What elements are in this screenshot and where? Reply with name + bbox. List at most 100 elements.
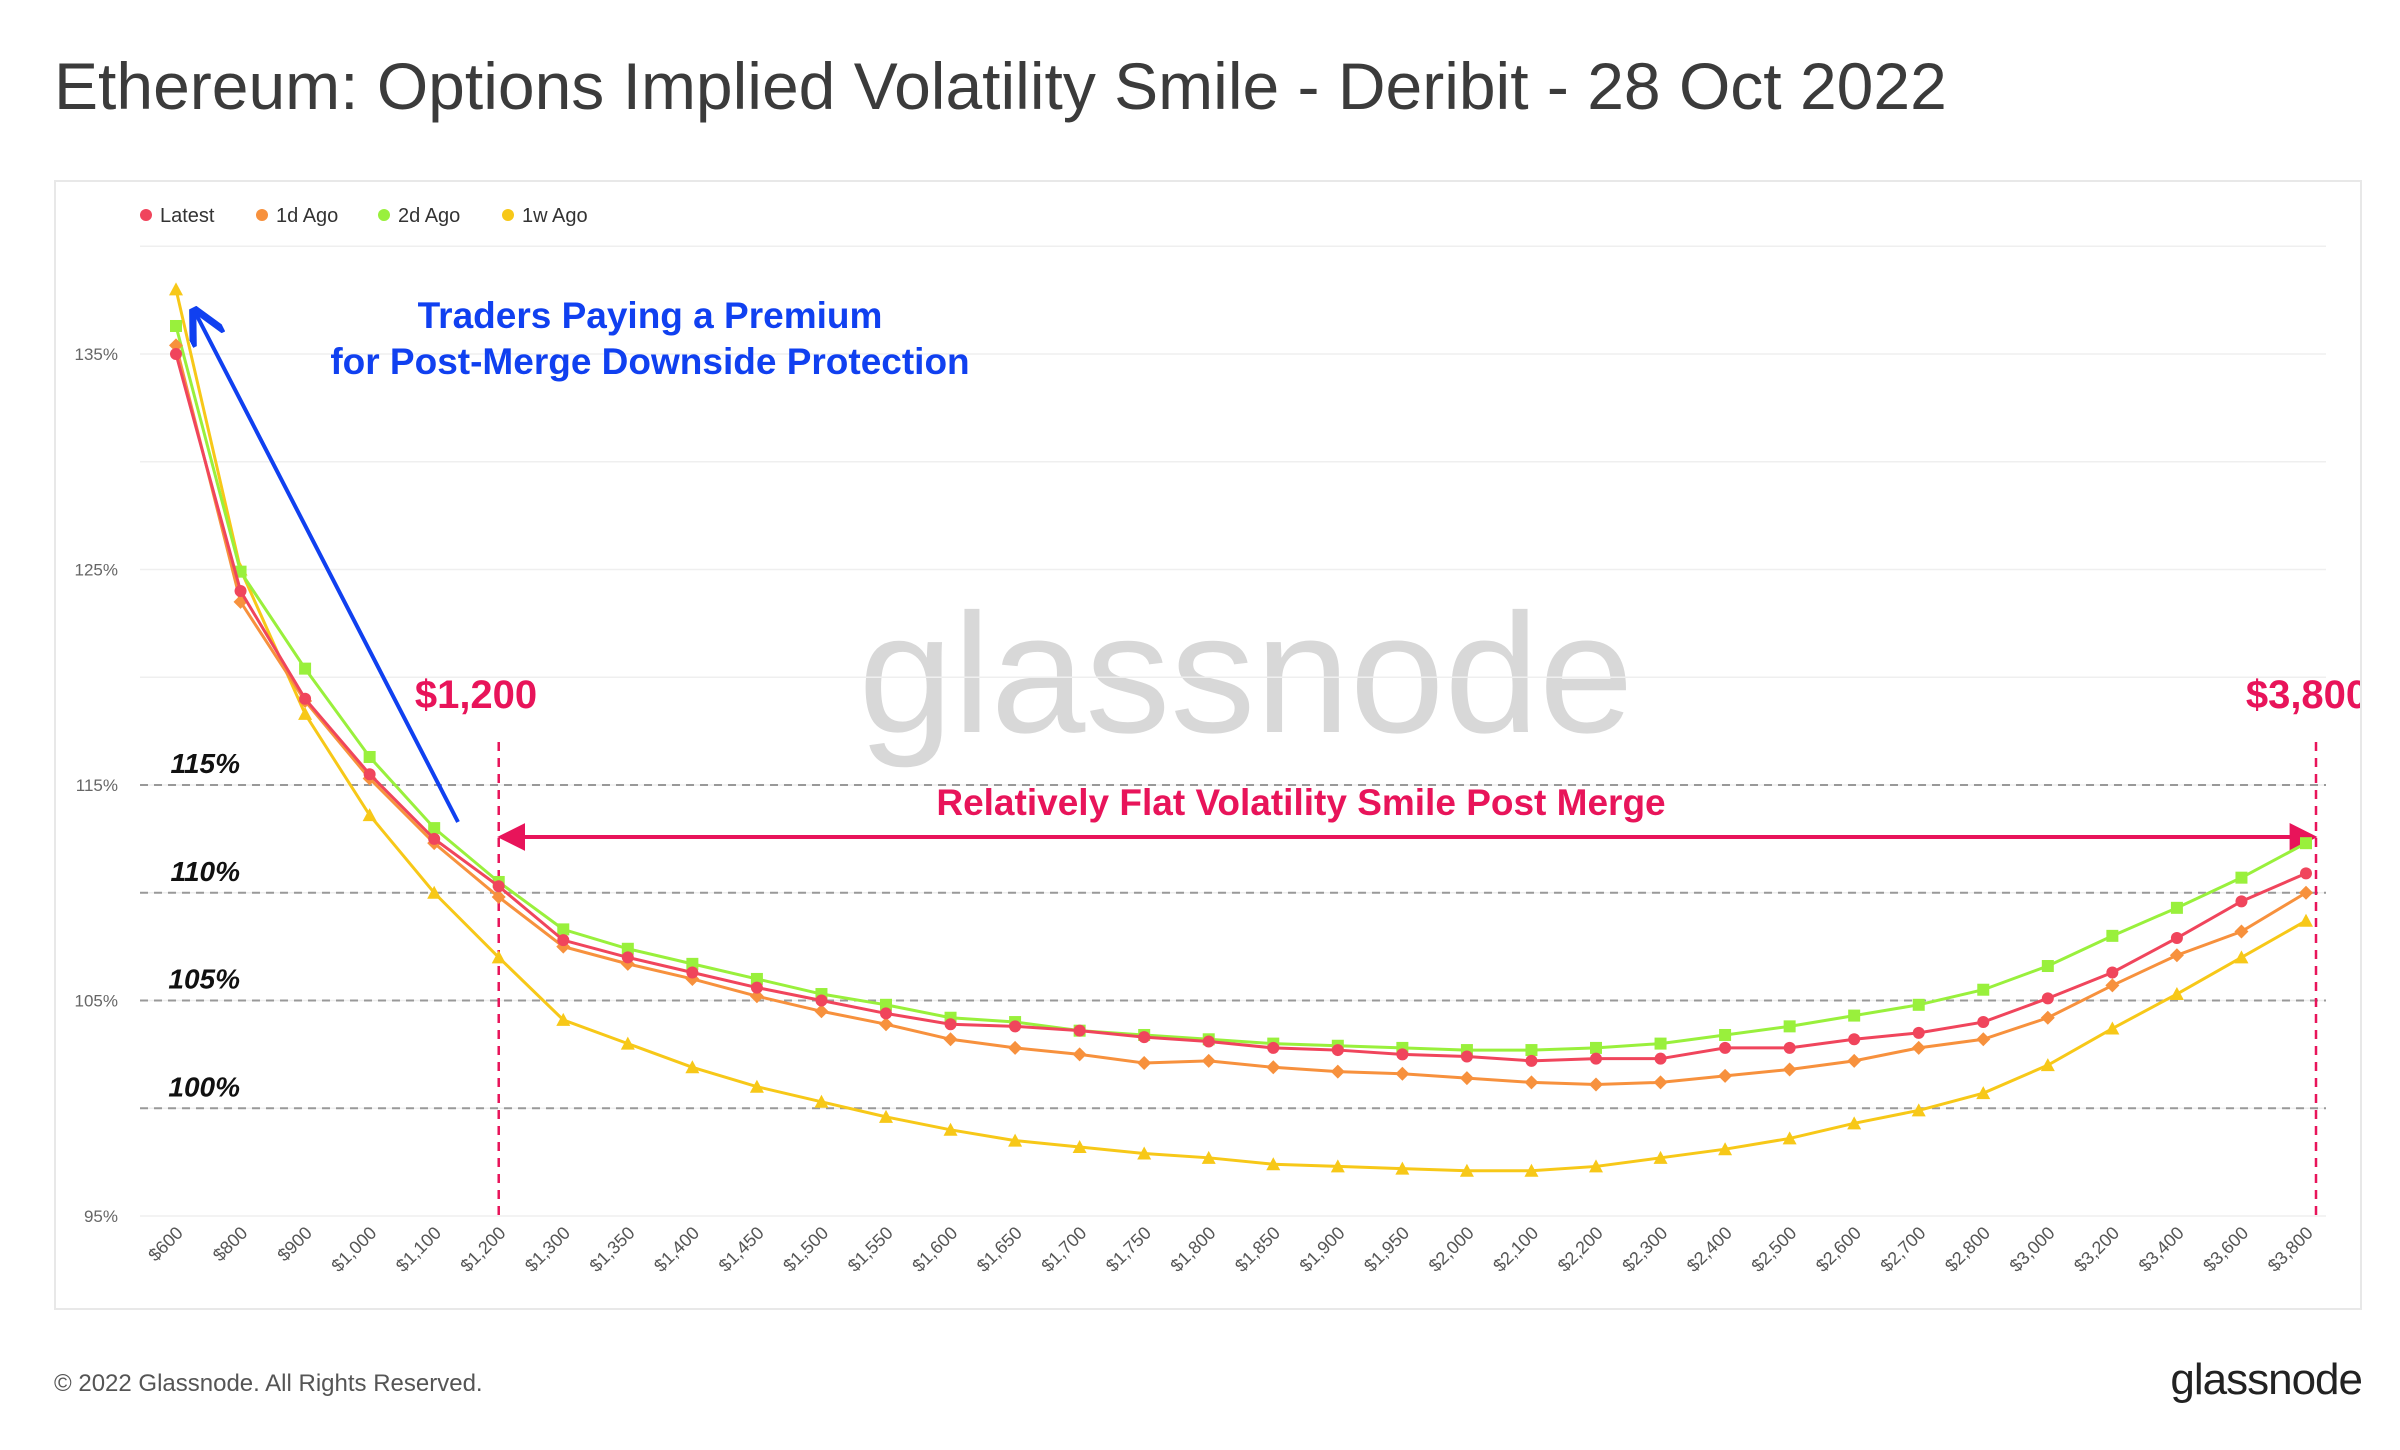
data-point: [879, 1017, 893, 1032]
y-tick-label: 135%: [75, 345, 118, 364]
data-point: [2105, 978, 2120, 993]
x-tick-label: $1,800: [1166, 1223, 1219, 1276]
y-tick-label: 95%: [84, 1207, 118, 1226]
data-point: [491, 950, 506, 964]
data-point: [299, 692, 312, 705]
legend-item[interactable]: 1d Ago: [256, 205, 338, 227]
x-tick-label: $3,600: [2199, 1223, 2252, 1276]
y-tick-label: 115%: [76, 776, 118, 795]
data-point: [2040, 1058, 2055, 1072]
x-tick-label: $2,000: [1425, 1223, 1478, 1276]
data-point: [1008, 1133, 1023, 1147]
data-point: [944, 1018, 957, 1031]
data-point: [1525, 1044, 1538, 1057]
legend-swatch: [502, 209, 514, 221]
data-point: [1590, 1041, 1602, 1054]
x-tick-label: $1,850: [1231, 1223, 1284, 1276]
data-point: [1072, 1047, 1087, 1062]
x-tick-label: $1,100: [392, 1223, 445, 1276]
data-point: [750, 972, 763, 985]
data-point: [2041, 960, 2054, 973]
data-point: [363, 750, 376, 763]
data-point: [1719, 1041, 1732, 1054]
data-point: [2299, 913, 2313, 927]
data-point: [880, 998, 892, 1011]
flat-smile-label: Relatively Flat Volatility Smile Post Me…: [936, 782, 1665, 823]
data-point: [2105, 1021, 2120, 1035]
data-point: [2300, 837, 2312, 850]
x-tick-label: $1,200: [456, 1223, 509, 1276]
series-line: [174, 353, 2307, 1063]
x-tick-label: $1,450: [715, 1223, 768, 1276]
data-point: [1009, 1020, 1022, 1033]
data-point: [1783, 1020, 1796, 1033]
data-point: [1847, 1053, 1862, 1068]
data-point: [750, 981, 763, 994]
series-line: [174, 345, 2307, 1087]
x-tick-label: $1,950: [1360, 1223, 1413, 1276]
data-point: [749, 989, 764, 1004]
data-point: [491, 890, 506, 905]
x-tick-label: $2,300: [1618, 1223, 1671, 1276]
copyright: © 2022 Glassnode. All Rights Reserved.: [54, 1370, 483, 1397]
reference-line-label: 115%: [170, 748, 240, 779]
data-point: [2234, 924, 2249, 939]
legend-swatch: [256, 209, 268, 221]
data-point: [1395, 1161, 1410, 1175]
series-line: [174, 289, 2307, 1173]
data-point: [2170, 901, 2183, 914]
data-point: [1201, 1053, 1216, 1068]
data-point: [1912, 998, 1925, 1011]
data-point: [1847, 1116, 1862, 1130]
legend-item[interactable]: 1w Ago: [502, 205, 588, 227]
series-line: [174, 325, 2307, 1052]
chart-svg: glassnode 115% 110% 105% 100% 95% 105% 115% 12…: [75, 205, 2360, 1276]
data-point: [1911, 1040, 1926, 1055]
data-point: [1202, 1035, 1215, 1048]
legend-swatch: [378, 209, 390, 221]
data-point: [1073, 1024, 1086, 1037]
data-point: [2106, 966, 2119, 979]
data-point: [814, 1004, 829, 1019]
data-point: [1459, 1071, 1474, 1086]
data-point: [1848, 1009, 1861, 1022]
x-tick-label: $1,900: [1296, 1223, 1349, 1276]
annotations: Traders Paying a Premium for Post-Merge …: [330, 295, 2360, 823]
x-tick-label: $1,400: [650, 1223, 703, 1276]
data-point: [2170, 932, 2183, 945]
data-point: [1008, 1040, 1023, 1055]
data-point: [1137, 1055, 1152, 1070]
data-point: [2235, 895, 2248, 908]
data-point: [1590, 1052, 1602, 1065]
x-tick-label: $900: [273, 1223, 315, 1265]
data-point: [1331, 1044, 1344, 1057]
premium-arrow: [196, 314, 460, 823]
x-tick-label: $3,000: [2006, 1223, 2059, 1276]
data-point: [170, 348, 182, 360]
x-tick-label: $2,400: [1683, 1223, 1736, 1276]
data-point: [686, 966, 699, 979]
data-point: [2169, 948, 2184, 963]
data-point: [1912, 1026, 1925, 1039]
x-tick-label: $1,750: [1102, 1223, 1155, 1276]
data-point: [556, 1012, 571, 1026]
data-point: [686, 957, 699, 970]
data-point: [1976, 1086, 1991, 1100]
data-point: [1459, 1163, 1474, 1177]
data-point: [1782, 1131, 1797, 1145]
data-point: [1524, 1075, 1539, 1090]
data-point: [363, 768, 376, 781]
data-point: [557, 934, 570, 947]
data-point: [1589, 1159, 1603, 1173]
x-tick-label: $1,550: [844, 1223, 897, 1276]
data-point: [621, 951, 634, 964]
data-point: [1719, 1028, 1732, 1041]
data-point: [1654, 1052, 1667, 1065]
legend-swatch: [140, 209, 152, 221]
data-point: [2235, 871, 2248, 884]
data-point: [2106, 929, 2119, 942]
legend-item[interactable]: Latest: [140, 205, 215, 227]
legend-item[interactable]: 2d Ago: [378, 205, 460, 227]
premium-annotation-line1: Traders Paying a Premium: [418, 295, 883, 336]
data-point: [2300, 867, 2312, 880]
